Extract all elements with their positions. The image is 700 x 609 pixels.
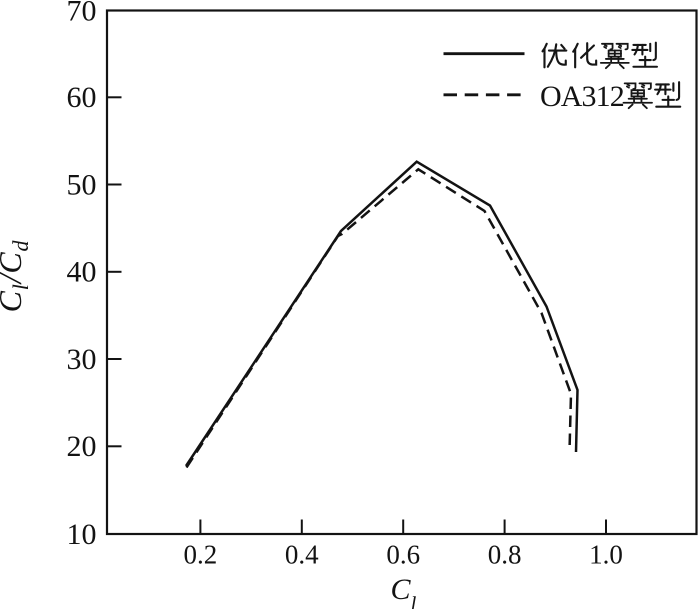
svg-text:Cl/Cd: Cl/Cd	[0, 239, 33, 312]
svg-text:0.4: 0.4	[285, 540, 319, 570]
svg-text:10: 10	[67, 518, 97, 551]
svg-text:50: 50	[67, 168, 97, 201]
svg-text:1.0: 1.0	[589, 540, 623, 570]
svg-text:0.2: 0.2	[184, 540, 218, 570]
svg-text:40: 40	[67, 256, 97, 289]
svg-text:20: 20	[67, 430, 97, 463]
svg-text:OA312: OA312	[540, 80, 624, 113]
svg-text:30: 30	[67, 343, 97, 376]
svg-text:0.6: 0.6	[386, 540, 420, 570]
svg-text:0.8: 0.8	[488, 540, 522, 570]
svg-text:60: 60	[67, 81, 97, 114]
svg-text:70: 70	[67, 0, 97, 27]
